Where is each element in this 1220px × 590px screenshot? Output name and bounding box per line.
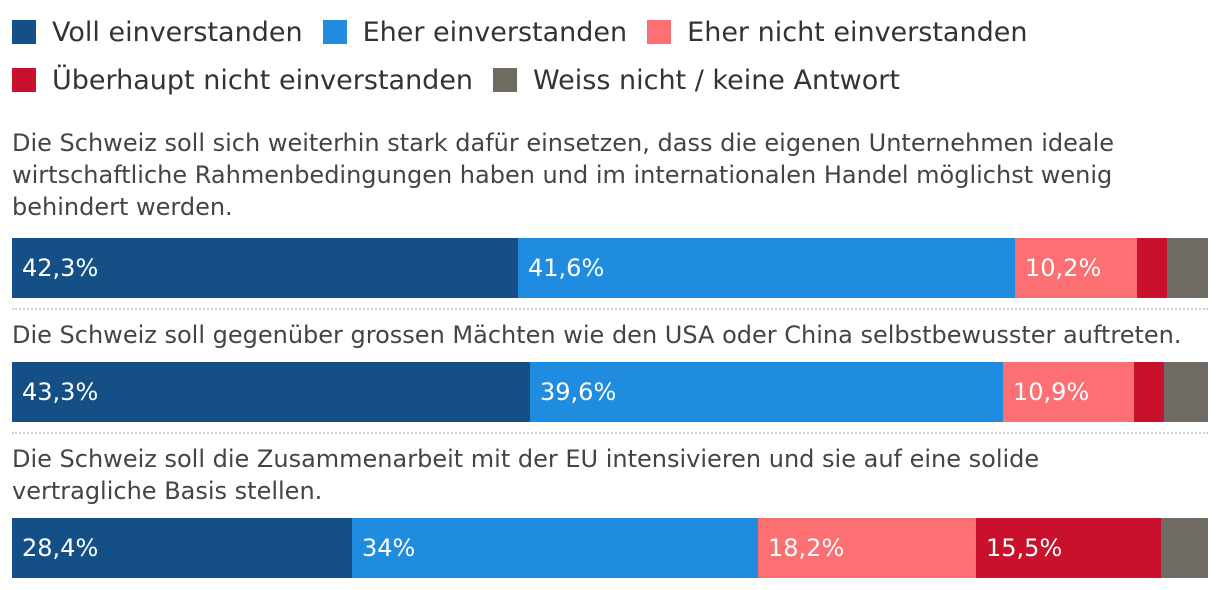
legend-item-eher-nicht: Eher nicht einverstanden (647, 12, 1027, 52)
legend-swatch-ueberhaupt-nicht (12, 68, 36, 92)
bar-segment-ueberhaupt-nicht (1134, 362, 1164, 422)
legend-label-weiss-nicht: Weiss nicht / keine Antwort (533, 64, 900, 96)
data-label-voll: 43,3% (22, 378, 99, 406)
bar-segment-weiss-nicht (1164, 362, 1208, 422)
data-label-ueberhaupt-nicht: 15,5% (986, 534, 1063, 562)
legend-label-ueberhaupt-nicht: Überhaupt nicht einverstanden (52, 64, 474, 96)
data-label-voll: 42,3% (22, 254, 99, 282)
question-1-text: Die Schweiz soll sich weiterhin stark da… (12, 129, 1115, 221)
bar-row-3: 28,4% 34% 18,2% 15,5% (12, 518, 1208, 578)
row-divider (12, 308, 1208, 310)
legend-item-eher: Eher einverstanden (322, 12, 628, 52)
bar-segment-voll (12, 362, 530, 422)
bar-segment-voll (12, 518, 352, 578)
bar-segment-eher-nicht (758, 518, 976, 578)
bar-segment-eher (352, 518, 758, 578)
bar-segment-weiss-nicht (1167, 238, 1208, 298)
legend-swatch-weiss-nicht (493, 68, 518, 92)
data-label-eher: 39,6% (540, 378, 617, 406)
bar-segment-eher (518, 238, 1015, 298)
legend-swatch-voll (12, 20, 36, 44)
data-label-eher-nicht: 10,2% (1025, 254, 1102, 282)
legend: Voll einverstanden Eher einverstanden Eh… (12, 12, 1212, 100)
row-divider (12, 432, 1208, 434)
legend-label-eher-nicht: Eher nicht einverstanden (687, 16, 1028, 48)
data-label-eher-nicht: 18,2% (768, 534, 845, 562)
legend-swatch-eher-nicht (647, 20, 672, 44)
question-3-text: Die Schweiz soll die Zusammenarbeit mit … (12, 445, 1040, 505)
legend-item-ueberhaupt-nicht: Überhaupt nicht einverstanden (12, 60, 473, 100)
legend-label-voll: Voll einverstanden (52, 16, 303, 48)
question-2-text: Die Schweiz soll gegenüber grossen Mächt… (12, 321, 1182, 349)
legend-item-weiss-nicht: Weiss nicht / keine Antwort (493, 60, 900, 100)
bar-row-2: 43,3% 39,6% 10,9% (12, 362, 1208, 422)
legend-swatch-eher (322, 20, 347, 44)
data-label-voll: 28,4% (22, 534, 99, 562)
data-label-eher-nicht: 10,9% (1013, 378, 1090, 406)
bar-segment-eher-nicht (1015, 238, 1137, 298)
bar-segment-ueberhaupt-nicht (1137, 238, 1167, 298)
bar-segment-voll (12, 238, 518, 298)
bar-segment-eher-nicht (1003, 362, 1134, 422)
data-label-eher: 34% (362, 534, 416, 562)
bar-row-1: 42,3% 41,6% 10,2% (12, 238, 1208, 298)
bar-segment-eher (530, 362, 1003, 422)
legend-label-eher: Eher einverstanden (362, 16, 628, 48)
bar-segment-ueberhaupt-nicht (976, 518, 1161, 578)
bar-segment-weiss-nicht (1161, 518, 1208, 578)
data-label-eher: 41,6% (528, 254, 605, 282)
legend-item-voll: Voll einverstanden (12, 12, 303, 52)
